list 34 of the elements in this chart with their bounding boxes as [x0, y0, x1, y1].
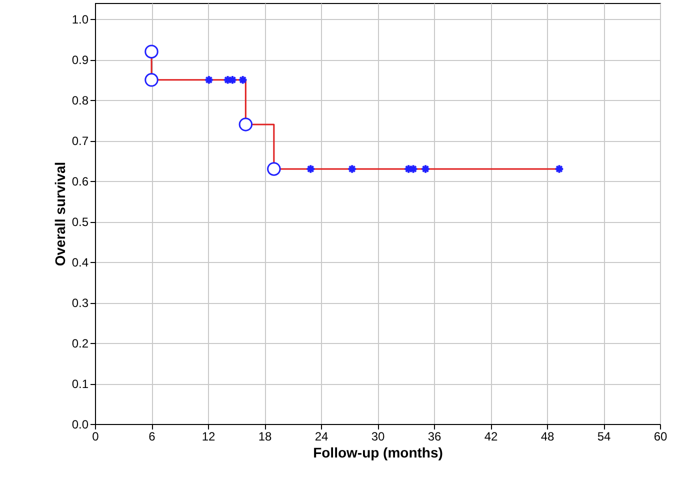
point — [267, 162, 281, 176]
point — [238, 75, 248, 85]
y-tick-label: 0.2 — [72, 336, 89, 351]
point — [347, 164, 357, 174]
x-tick-label: 54 — [597, 430, 611, 444]
point — [420, 164, 430, 174]
y-tick-label: 0.6 — [72, 174, 89, 189]
x-tick-label: 30 — [371, 430, 385, 444]
point — [144, 44, 158, 58]
point — [238, 118, 253, 132]
y-tick-label: 0.0 — [72, 418, 89, 432]
x-tick-label: 36 — [428, 430, 442, 444]
y-tick-label: 0.5 — [72, 215, 89, 230]
x-tick-label: 42 — [484, 430, 498, 444]
x-tick-label: 48 — [540, 430, 554, 444]
y-tick-label: 0.1 — [72, 377, 89, 392]
y-tick-label: 0.7 — [72, 134, 89, 148]
y-tick-label: 0.4 — [72, 256, 89, 270]
y-tick-label: 0.9 — [72, 53, 89, 68]
point — [144, 73, 158, 87]
point — [204, 75, 214, 85]
x-tick-label: 24 — [314, 430, 328, 444]
y-tick-label: 0.8 — [72, 94, 89, 108]
x-tick-label: 0 — [92, 430, 100, 444]
x-tick-label: 6 — [148, 430, 156, 444]
x-axis-title: Follow-up (months) — [313, 444, 443, 460]
point — [554, 164, 564, 174]
y-tick-label: 0.3 — [72, 296, 89, 310]
y-tick-label: 1.0 — [72, 12, 89, 27]
x-tick-label: 60 — [654, 430, 668, 444]
x-tick-label: 12 — [202, 430, 216, 444]
point — [306, 164, 316, 174]
x-tick-label: 18 — [258, 430, 272, 444]
y-axis-title: Overall survival — [52, 162, 68, 266]
